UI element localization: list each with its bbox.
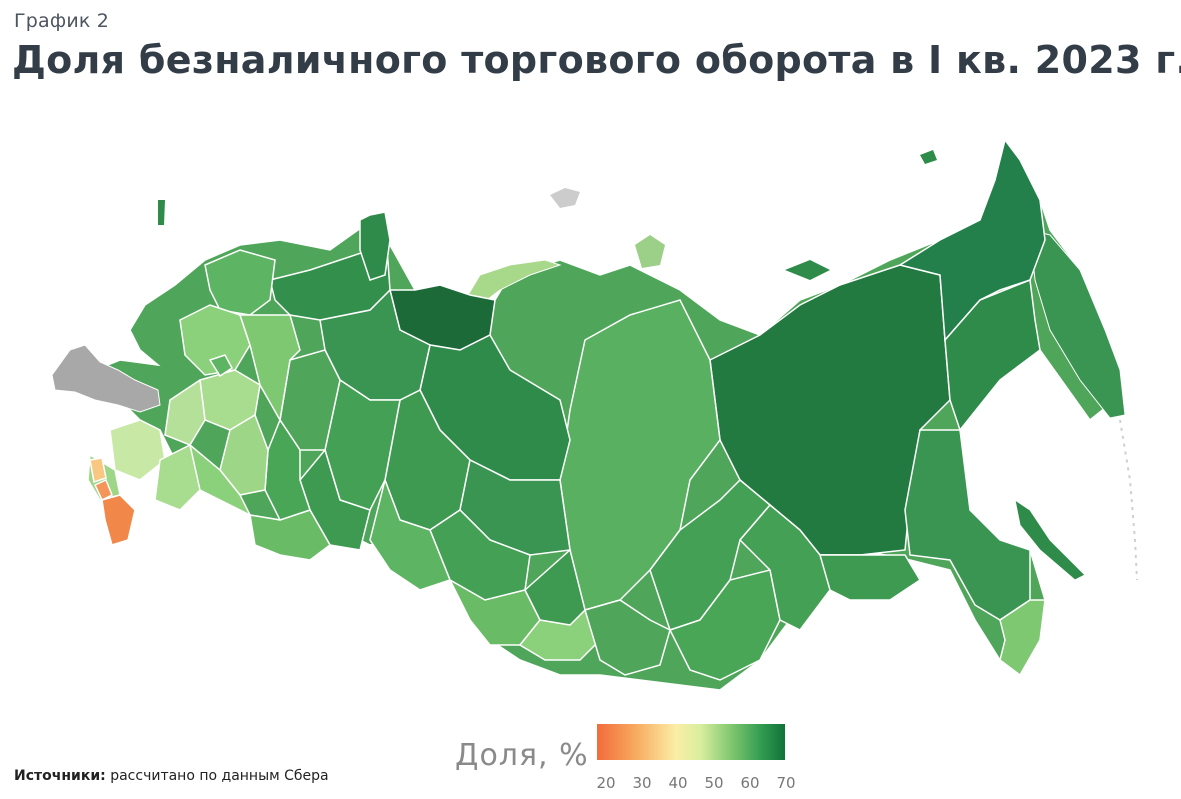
arctic-island-west — [158, 200, 165, 225]
legend-title: Доля, % — [455, 738, 589, 773]
region-astrakhan — [154, 443, 201, 511]
legend-tick-20: 20 — [596, 774, 616, 792]
region-omsk — [369, 477, 451, 591]
region-rostov — [109, 419, 166, 481]
region-no-data — [51, 344, 161, 413]
legend-color-scale — [597, 724, 785, 760]
new-siberian-islands — [785, 260, 830, 280]
franz-josef-land — [550, 188, 580, 208]
region-dagestan — [94, 478, 113, 502]
kamchatka — [1029, 229, 1126, 419]
severnaya-zemlya — [635, 235, 665, 268]
legend-tick-40: 40 — [668, 774, 688, 792]
region-caucasus-yellow — [89, 457, 107, 483]
region-khabarovsk — [904, 429, 1031, 621]
region-central-4 — [238, 314, 301, 423]
legend-tick-50: 50 — [704, 774, 724, 792]
source-text: рассчитано по данным Сбера — [110, 768, 329, 784]
region-murmansk — [359, 211, 391, 281]
chart-kicker: График 2 — [14, 10, 110, 32]
legend-tick-60: 60 — [740, 774, 760, 792]
region-amur — [819, 554, 922, 601]
region-central-1 — [179, 304, 251, 376]
legend-tick-70: 70 — [776, 774, 796, 792]
region-central-3 — [164, 378, 206, 446]
legend-tick-30: 30 — [632, 774, 652, 792]
region-tuva — [584, 599, 671, 676]
region-caucasus-orange — [101, 494, 136, 546]
region-primorye — [999, 599, 1046, 677]
region-karelia — [204, 249, 276, 316]
russia-regions-map — [51, 138, 1138, 691]
chart-title: Доля безналичного торгового оборота в I … — [12, 38, 1181, 82]
source-label: Источники: — [14, 768, 106, 784]
region-zabaykalsky — [738, 503, 862, 631]
region-arkhangelsk — [269, 217, 391, 321]
kuril-islands — [1119, 419, 1138, 581]
region-moscow — [208, 354, 233, 378]
source-note: Источники: рассчитано по данным Сбера — [14, 768, 329, 784]
wrangel-island — [920, 150, 937, 164]
region-magadan — [944, 278, 1041, 432]
sakhalin — [1014, 498, 1086, 581]
region-kemerovo — [524, 548, 586, 626]
